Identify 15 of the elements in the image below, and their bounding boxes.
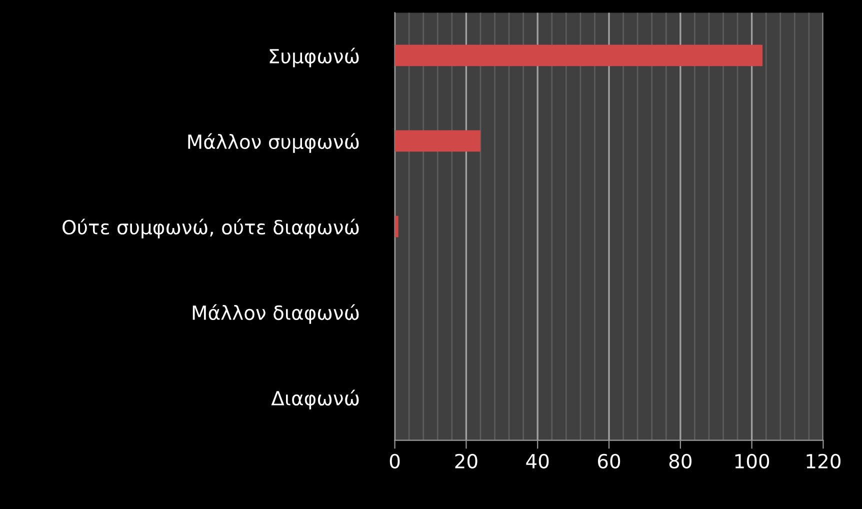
- x-tick-label: 120: [806, 454, 840, 469]
- y-tick-label: Μάλλον διαφωνώ: [192, 304, 359, 324]
- x-tick-label: 40: [526, 454, 549, 469]
- y-tick-label: Μάλλον συμφωνώ: [188, 133, 359, 153]
- bar: [394, 44, 763, 66]
- bar: [394, 130, 480, 152]
- x-tick-label: 80: [669, 454, 692, 469]
- y-tick-label: Συμφωνώ: [270, 48, 359, 68]
- bar: [394, 216, 398, 238]
- x-tick-label: 60: [598, 454, 620, 469]
- x-tick-label: 0: [390, 454, 400, 469]
- x-tick-label: 100: [735, 454, 770, 469]
- y-tick-label: Διαφωνώ: [271, 390, 359, 410]
- x-tick-label: 20: [455, 454, 478, 469]
- y-tick-label: Ούτε συμφωνώ, ούτε διαφωνώ: [62, 218, 359, 238]
